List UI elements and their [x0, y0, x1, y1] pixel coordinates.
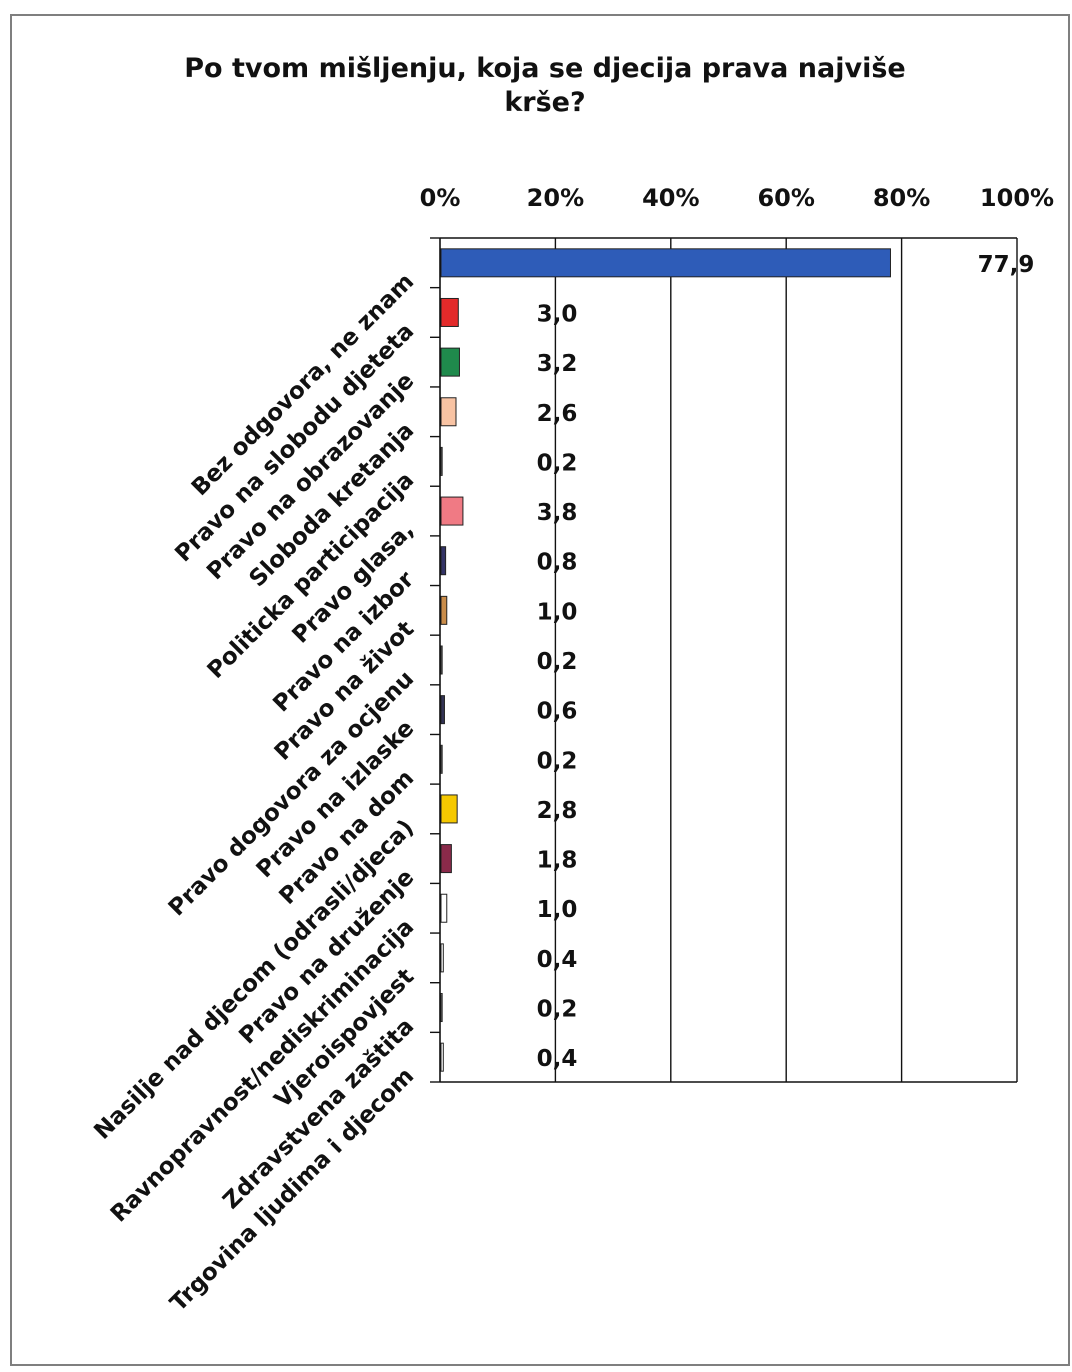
x-tick-labels: 0% 20% 40% 60% 80% 100% — [420, 184, 1054, 212]
chart-frame — [10, 14, 1070, 1366]
x-tick-label: 60% — [757, 184, 814, 212]
bar-value-label: 0,2 — [537, 649, 578, 675]
chart-title-line-1: Po tvom mišljenju, koja se djecija prava… — [184, 53, 906, 84]
bar-value-label: 0,2 — [537, 997, 578, 1023]
bar — [440, 297, 459, 327]
chart-title: Po tvom mišljenju, koja se djecija prava… — [40, 52, 1050, 120]
bar — [440, 794, 458, 824]
bar-value-label: 77,9 — [978, 252, 1035, 278]
bar-value-label: 1,0 — [537, 897, 578, 923]
bar-value-label: 3,0 — [537, 301, 578, 327]
bar-value-label: 1,8 — [537, 848, 578, 874]
bar — [440, 893, 448, 923]
bar-value-label: 0,6 — [537, 699, 578, 725]
bar — [440, 546, 447, 576]
bar-value-label: 0,4 — [537, 947, 578, 973]
grid-lines — [554, 238, 1018, 1082]
bar-value-label: 2,6 — [537, 401, 578, 427]
bar-value-label: 0,4 — [537, 1046, 578, 1072]
value-labels: 77,9 3,0 3,2 2,6 0,2 3,8 0,8 1,0 0,2 0,6 0,2 2,8 1,8… — [537, 252, 1035, 1072]
bar — [440, 645, 443, 675]
bar — [440, 446, 443, 476]
bar-value-label: 3,2 — [537, 351, 578, 377]
bar-value-label: 3,8 — [537, 500, 578, 526]
bar — [440, 744, 443, 774]
bar — [440, 347, 460, 377]
bar — [440, 943, 444, 973]
x-tick-label: 40% — [642, 184, 699, 212]
bar — [440, 248, 891, 278]
bar — [440, 844, 452, 874]
bar — [440, 496, 464, 526]
x-tick-label: 0% — [420, 184, 461, 212]
x-tick-label: 80% — [873, 184, 930, 212]
bar-value-label: 0,2 — [537, 748, 578, 774]
bar-value-label: 1,0 — [537, 599, 578, 625]
x-tick-label: 20% — [527, 184, 584, 212]
bar-value-label: 2,8 — [537, 798, 578, 824]
bar-value-label: 0,8 — [537, 550, 578, 576]
x-tick-label: 100% — [980, 184, 1054, 212]
category-axis — [430, 237, 1017, 1083]
bar — [440, 595, 448, 625]
chart-title-line-2: krše? — [504, 87, 586, 118]
bar — [440, 397, 457, 427]
bar — [440, 993, 443, 1023]
bars — [440, 248, 891, 1072]
bar — [440, 1042, 444, 1072]
bar — [440, 695, 445, 725]
bar-value-label: 0,2 — [537, 450, 578, 476]
